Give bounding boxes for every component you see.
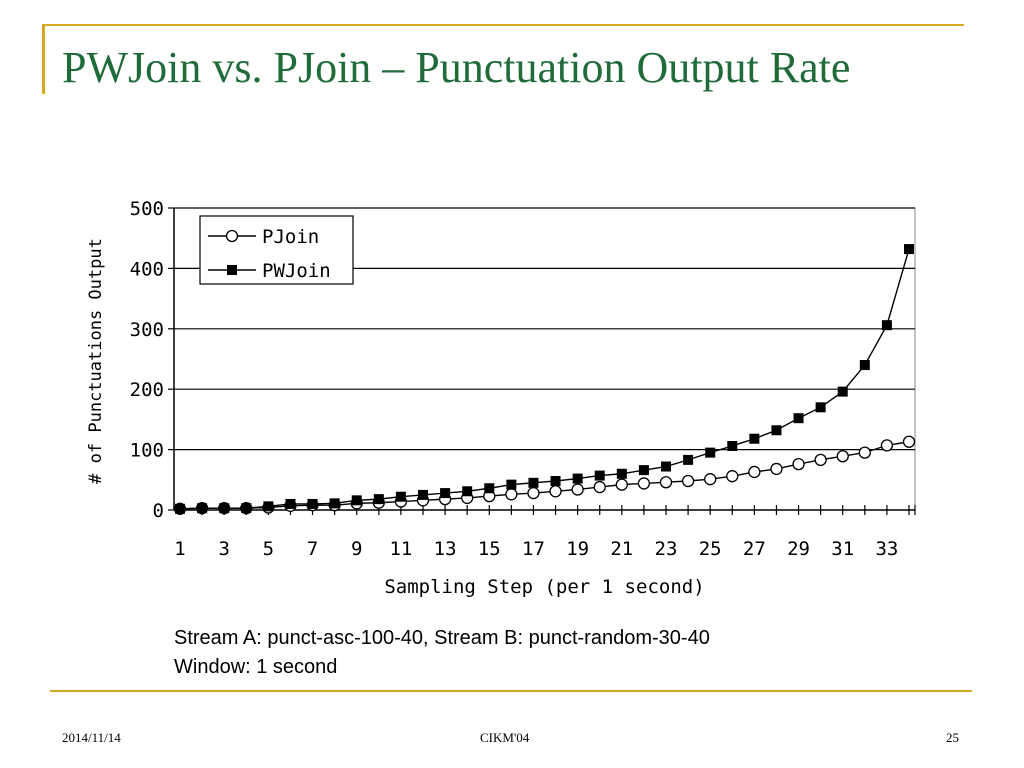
data-point-pwjoin <box>550 476 561 487</box>
data-point-pwjoin <box>197 503 208 514</box>
data-point-pwjoin <box>351 495 362 506</box>
title-accent-horizontal-line <box>42 24 964 26</box>
data-point-pwjoin <box>638 465 649 476</box>
chart-caption: Stream A: punct-asc-100-40, Stream B: pu… <box>174 624 710 682</box>
data-point-pwjoin <box>373 494 384 505</box>
data-point-pjoin <box>726 470 739 483</box>
legend-label: PJoin <box>262 226 319 248</box>
data-point-pwjoin <box>616 468 627 479</box>
data-point-pjoin <box>902 435 916 448</box>
data-point-pjoin <box>637 477 651 490</box>
x-tick-label: 7 <box>307 538 318 560</box>
x-tick-label: 1 <box>174 538 185 560</box>
data-point-pwjoin <box>572 473 583 484</box>
x-tick-label: 29 <box>787 538 810 560</box>
data-point-pwjoin <box>859 360 870 371</box>
data-point-pwjoin <box>528 477 539 488</box>
footer-conference: CIKM'04 <box>480 730 530 745</box>
data-point-pjoin <box>681 474 695 488</box>
footer-page-number: 25 <box>946 730 959 745</box>
data-point-pwjoin <box>440 488 451 499</box>
data-point-pjoin <box>549 485 562 498</box>
legend-marker-square <box>227 265 237 275</box>
y-tick-label: 100 <box>130 440 164 462</box>
legend-marker-circle <box>225 229 239 243</box>
caption-window: Window: 1 second <box>174 656 338 678</box>
data-point-pjoin <box>814 453 827 467</box>
data-point-pwjoin <box>727 440 738 451</box>
data-point-pwjoin <box>749 433 760 444</box>
data-point-pwjoin <box>307 498 318 509</box>
x-tick-label: 13 <box>434 538 457 560</box>
data-point-pwjoin <box>815 402 826 413</box>
data-point-pwjoin <box>793 413 804 424</box>
x-tick-label: 3 <box>218 538 229 560</box>
x-axis-title: Sampling Step (per 1 second) <box>384 576 704 598</box>
data-point-pjoin <box>880 439 894 452</box>
data-point-pjoin <box>659 476 673 489</box>
x-tick-label: 31 <box>831 538 854 560</box>
footer-date: 2014/11/14 <box>62 730 121 745</box>
data-point-pwjoin <box>285 498 296 509</box>
data-point-pwjoin <box>594 470 605 481</box>
data-point-pjoin <box>748 465 761 479</box>
x-tick-label: 19 <box>566 538 589 560</box>
y-tick-label: 200 <box>130 379 164 401</box>
data-point-pjoin <box>571 483 584 496</box>
x-tick-label: 21 <box>610 538 633 560</box>
data-point-pjoin <box>858 446 871 459</box>
data-point-pwjoin <box>175 503 185 514</box>
data-point-pwjoin <box>418 489 428 500</box>
data-point-pjoin <box>615 478 628 491</box>
x-tick-label: 25 <box>699 538 722 560</box>
data-point-pwjoin <box>484 483 495 494</box>
x-tick-label: 9 <box>351 538 362 560</box>
title-accent-vertical-line <box>42 24 45 94</box>
data-point-pjoin <box>792 457 805 471</box>
data-point-pwjoin <box>462 486 473 497</box>
y-tick-label: 300 <box>130 319 164 341</box>
data-point-pjoin <box>704 473 717 486</box>
x-tick-label: 5 <box>263 538 274 560</box>
y-tick-label: 0 <box>153 500 164 522</box>
x-tick-label: 33 <box>875 538 898 560</box>
data-point-pwjoin <box>904 244 914 255</box>
data-point-pwjoin <box>506 479 517 490</box>
x-tick-label: 15 <box>478 538 501 560</box>
x-tick-label: 27 <box>743 538 766 560</box>
data-point-pjoin <box>505 488 518 501</box>
data-point-pwjoin <box>837 386 848 397</box>
data-point-pwjoin <box>329 498 340 509</box>
data-point-pwjoin <box>771 425 782 436</box>
data-point-pjoin <box>593 480 606 494</box>
legend-label: PWJoin <box>262 260 331 282</box>
data-point-pwjoin <box>395 491 406 502</box>
series-line-pwjoin <box>179 248 910 510</box>
data-point-pwjoin <box>241 503 252 514</box>
data-point-pwjoin <box>881 320 892 331</box>
data-point-pjoin <box>770 462 783 476</box>
y-tick-label: 500 <box>130 198 164 220</box>
data-point-pjoin <box>527 486 540 500</box>
data-point-pwjoin <box>219 503 230 514</box>
x-tick-label: 17 <box>522 538 545 560</box>
data-point-pwjoin <box>263 501 274 512</box>
caption-streams: Stream A: punct-asc-100-40, Stream B: pu… <box>174 627 710 649</box>
footer-accent-line <box>50 690 972 692</box>
series-line-pjoin <box>179 441 910 510</box>
data-point-pjoin <box>836 450 849 463</box>
data-point-pwjoin <box>661 461 671 472</box>
y-axis-title: # of Punctuations Output <box>86 238 106 484</box>
slide-title: PWJoin vs. PJoin – Punctuation Output Ra… <box>62 43 851 92</box>
data-point-pwjoin <box>705 447 716 458</box>
x-tick-label: 11 <box>389 538 412 560</box>
x-tick-label: 23 <box>655 538 678 560</box>
data-point-pwjoin <box>683 454 694 465</box>
y-tick-label: 400 <box>130 258 164 280</box>
legend-box <box>199 215 354 285</box>
